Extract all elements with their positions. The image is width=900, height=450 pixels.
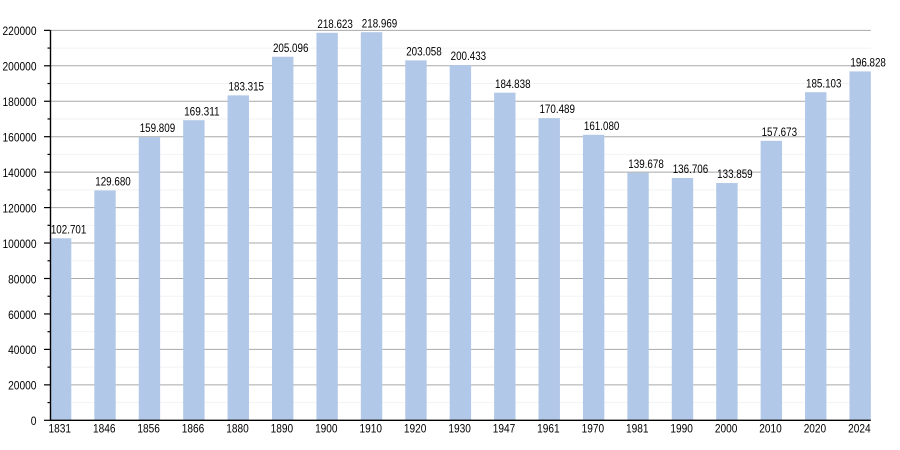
svg-text:183.315: 183.315 — [229, 79, 265, 93]
svg-text:1880: 1880 — [226, 422, 249, 436]
svg-text:1961: 1961 — [537, 422, 560, 436]
svg-text:20000: 20000 — [8, 379, 37, 393]
svg-text:1890: 1890 — [271, 422, 294, 436]
svg-text:196.828: 196.828 — [850, 56, 886, 70]
svg-text:40000: 40000 — [8, 343, 37, 357]
svg-text:159.809: 159.809 — [140, 121, 176, 135]
svg-text:120000: 120000 — [3, 201, 37, 215]
svg-text:139.678: 139.678 — [628, 157, 664, 171]
svg-text:205.096: 205.096 — [273, 41, 309, 55]
svg-text:100000: 100000 — [3, 237, 37, 251]
svg-text:2020: 2020 — [804, 422, 827, 436]
svg-text:129.680: 129.680 — [95, 175, 131, 189]
svg-text:161.080: 161.080 — [584, 119, 620, 133]
svg-text:1970: 1970 — [582, 422, 605, 436]
svg-text:2000: 2000 — [715, 422, 738, 436]
svg-text:169.311: 169.311 — [184, 104, 220, 118]
svg-text:218.969: 218.969 — [362, 16, 398, 30]
svg-text:1866: 1866 — [182, 422, 205, 436]
svg-text:1981: 1981 — [626, 422, 649, 436]
svg-text:184.838: 184.838 — [495, 77, 531, 91]
svg-text:218.623: 218.623 — [317, 17, 353, 31]
svg-text:1947: 1947 — [493, 422, 516, 436]
svg-text:1990: 1990 — [670, 422, 693, 436]
svg-text:1910: 1910 — [359, 422, 382, 436]
svg-text:2010: 2010 — [759, 422, 782, 436]
svg-text:1846: 1846 — [93, 422, 116, 436]
svg-text:60000: 60000 — [8, 308, 37, 322]
svg-text:160000: 160000 — [3, 131, 37, 145]
svg-text:140000: 140000 — [3, 166, 37, 180]
svg-text:203.058: 203.058 — [406, 44, 442, 58]
svg-text:200.433: 200.433 — [451, 49, 487, 63]
svg-text:220000: 220000 — [3, 24, 37, 38]
svg-text:1856: 1856 — [137, 422, 160, 436]
svg-text:136.706: 136.706 — [673, 162, 709, 176]
svg-text:200000: 200000 — [3, 60, 37, 74]
svg-text:157.673: 157.673 — [762, 125, 798, 139]
svg-text:1930: 1930 — [448, 422, 471, 436]
svg-text:0: 0 — [31, 414, 37, 428]
svg-text:1920: 1920 — [404, 422, 427, 436]
svg-text:170.489: 170.489 — [539, 102, 575, 116]
svg-text:185.103: 185.103 — [806, 76, 842, 90]
svg-text:1831: 1831 — [49, 422, 72, 436]
svg-text:133.859: 133.859 — [717, 167, 753, 181]
svg-text:80000: 80000 — [8, 272, 37, 286]
svg-text:1900: 1900 — [315, 422, 338, 436]
svg-text:180000: 180000 — [3, 95, 37, 109]
svg-text:2024: 2024 — [848, 422, 871, 436]
svg-text:102.701: 102.701 — [51, 222, 87, 236]
